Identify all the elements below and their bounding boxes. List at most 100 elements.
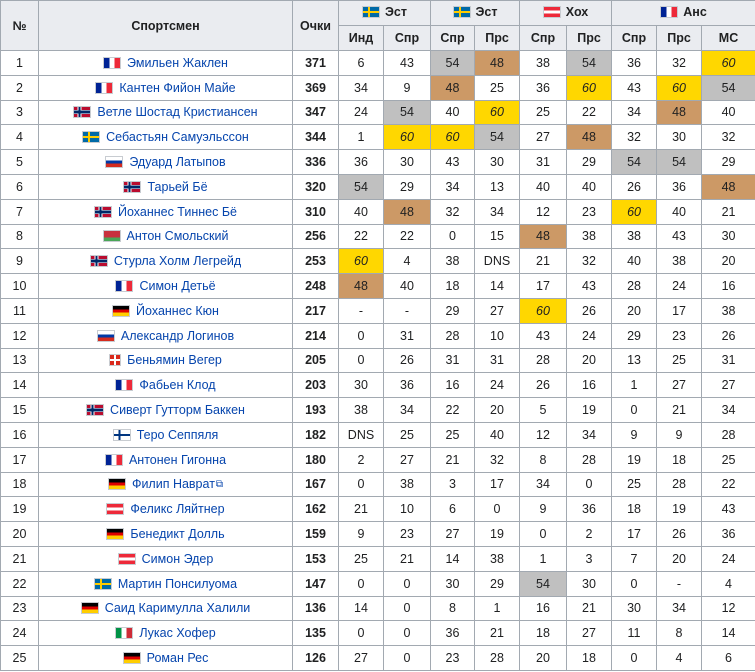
result-cell: 36 [656, 173, 703, 200]
athlete-link[interactable]: Тарьей Бё [147, 179, 208, 194]
athlete-link[interactable]: Филип Наврат [131, 476, 215, 491]
result-cell: 6 [338, 50, 384, 76]
points-cell: 162 [292, 496, 339, 523]
result-cell: 20 [519, 645, 567, 671]
athlete-link[interactable]: Роман Рес [146, 651, 209, 666]
result-cell: 14 [430, 545, 475, 572]
flag-icon [362, 6, 381, 18]
athlete-cell: Роман Рес [38, 645, 293, 671]
athlete-link[interactable]: Йоханнес Тиннес Бё [117, 204, 238, 219]
result-cell: 60 [383, 124, 431, 151]
result-cell: 30 [656, 124, 703, 151]
result-cell: 0 [383, 645, 431, 671]
result-cell: 9 [383, 74, 431, 101]
sub-header[interactable]: Спр [383, 25, 431, 51]
athlete-link[interactable]: Антон Смольский [126, 229, 229, 244]
athlete-link[interactable]: Эмильен Жаклен [127, 55, 228, 70]
result-cell: 21 [701, 198, 755, 225]
result-cell: 22 [338, 223, 384, 250]
result-cell: 6 [701, 645, 755, 671]
sub-header[interactable]: Инд [338, 25, 384, 51]
athlete-link[interactable]: Йоханнес Кюн [136, 303, 219, 318]
result-cell: 31 [430, 347, 475, 374]
athlete-link[interactable]: Феликс Ляйтнер [130, 502, 225, 517]
result-cell: 54 [656, 149, 703, 175]
result-cell: 27 [656, 372, 703, 399]
result-cell: 27 [565, 620, 613, 647]
flag-icon [105, 156, 124, 169]
athlete-link[interactable]: Кантен Фийон Майе [119, 80, 236, 95]
athlete-cell: Бенедикт Долль [38, 521, 293, 547]
athlete-link[interactable]: Себастьян Самуэльссон [106, 130, 249, 145]
result-cell: 26 [565, 297, 613, 324]
result-cell: 43 [701, 496, 755, 523]
flag-icon [104, 453, 123, 466]
athlete-link[interactable]: Бенедикт Долль [130, 527, 225, 542]
athlete-link[interactable]: Фабьен Клод [139, 378, 216, 393]
flag-icon [117, 552, 136, 565]
athlete-cell: Антон Смольский [38, 223, 293, 250]
sub-header[interactable]: Спр [611, 25, 658, 51]
flag-icon [115, 280, 134, 293]
athlete-cell: Эмильен Жаклен [38, 50, 293, 76]
athlete-cell: Сиверт Гутторм Баккен [38, 397, 293, 423]
athlete-cell: Симон Детьё [38, 273, 293, 299]
result-cell: 24 [701, 545, 755, 572]
athlete-link[interactable]: Симон Детьё [139, 279, 216, 294]
result-cell: 27 [338, 645, 384, 671]
flag-icon [106, 503, 125, 516]
sub-header[interactable]: Спр [430, 25, 475, 51]
result-cell: 32 [611, 124, 658, 151]
external-link-icon[interactable]: ⧉ [215, 478, 224, 490]
athlete-link[interactable]: Беньямин Вегер [127, 353, 222, 368]
result-cell: 36 [338, 149, 384, 175]
result-cell: 19 [656, 496, 703, 523]
points-cell: 203 [292, 372, 339, 399]
athlete-link[interactable]: Александр Логинов [120, 328, 235, 343]
result-cell: 12 [519, 421, 567, 448]
rank-cell: 8 [0, 223, 39, 250]
result-cell: 38 [474, 545, 520, 572]
result-cell: 38 [565, 223, 613, 250]
result-cell: 36 [611, 50, 658, 76]
result-cell: 27 [519, 124, 567, 151]
athlete-link[interactable]: Симон Эдер [141, 551, 214, 566]
sub-header[interactable]: Прс [474, 25, 520, 51]
sub-header[interactable]: Прс [565, 25, 613, 51]
athlete-link[interactable]: Стурла Холм Легрейд [113, 254, 242, 269]
result-cell: DNS [474, 248, 520, 275]
athlete-link[interactable]: Лукас Хофер [139, 626, 216, 641]
athlete-link[interactable]: Теро Сеппяля [136, 427, 219, 442]
result-cell: 18 [430, 273, 475, 299]
points-cell: 147 [292, 570, 339, 597]
stage-label: Хох [565, 5, 589, 19]
result-cell: 0 [611, 397, 658, 423]
rank-cell: 19 [0, 496, 39, 523]
sub-header[interactable]: МС [701, 25, 755, 51]
col-header-athlete[interactable]: Спортсмен [38, 0, 293, 51]
result-cell: 60 [338, 248, 384, 275]
athlete-link[interactable]: Ветле Шостад Кристиансен [97, 105, 258, 120]
result-cell: 14 [701, 620, 755, 647]
col-header-points[interactable]: Очки [292, 0, 339, 51]
athlete-link[interactable]: Антонен Гигонна [128, 452, 227, 467]
result-cell: 30 [701, 223, 755, 250]
athlete-link[interactable]: Мартин Понсилуома [117, 576, 238, 591]
athlete-link[interactable]: Саид Каримулла Халили [104, 601, 251, 616]
sub-header[interactable]: Прс [656, 25, 703, 51]
table-row: 15 Сиверт Гутторм Баккен 193 38 34 22 20 5 19 0 21… [0, 397, 755, 423]
athlete-cell: Йоханнес Тиннес Бё [38, 198, 293, 225]
athlete-link[interactable]: Эдуард Латыпов [129, 155, 226, 170]
points-cell: 336 [292, 149, 339, 175]
result-cell: 29 [474, 570, 520, 597]
result-cell: 54 [701, 74, 755, 101]
athlete-cell: Саид Каримулла Халили [38, 595, 293, 622]
athlete-link[interactable]: Сиверт Гутторм Баккен [110, 403, 245, 418]
sub-header[interactable]: Спр [519, 25, 567, 51]
result-cell: 0 [611, 570, 658, 597]
athlete-cell: Ветле Шостад Кристиансен [38, 99, 293, 126]
result-cell: 38 [656, 248, 703, 275]
col-header-num[interactable]: № [0, 0, 39, 51]
points-cell: 205 [292, 347, 339, 374]
result-cell: 0 [430, 223, 475, 250]
